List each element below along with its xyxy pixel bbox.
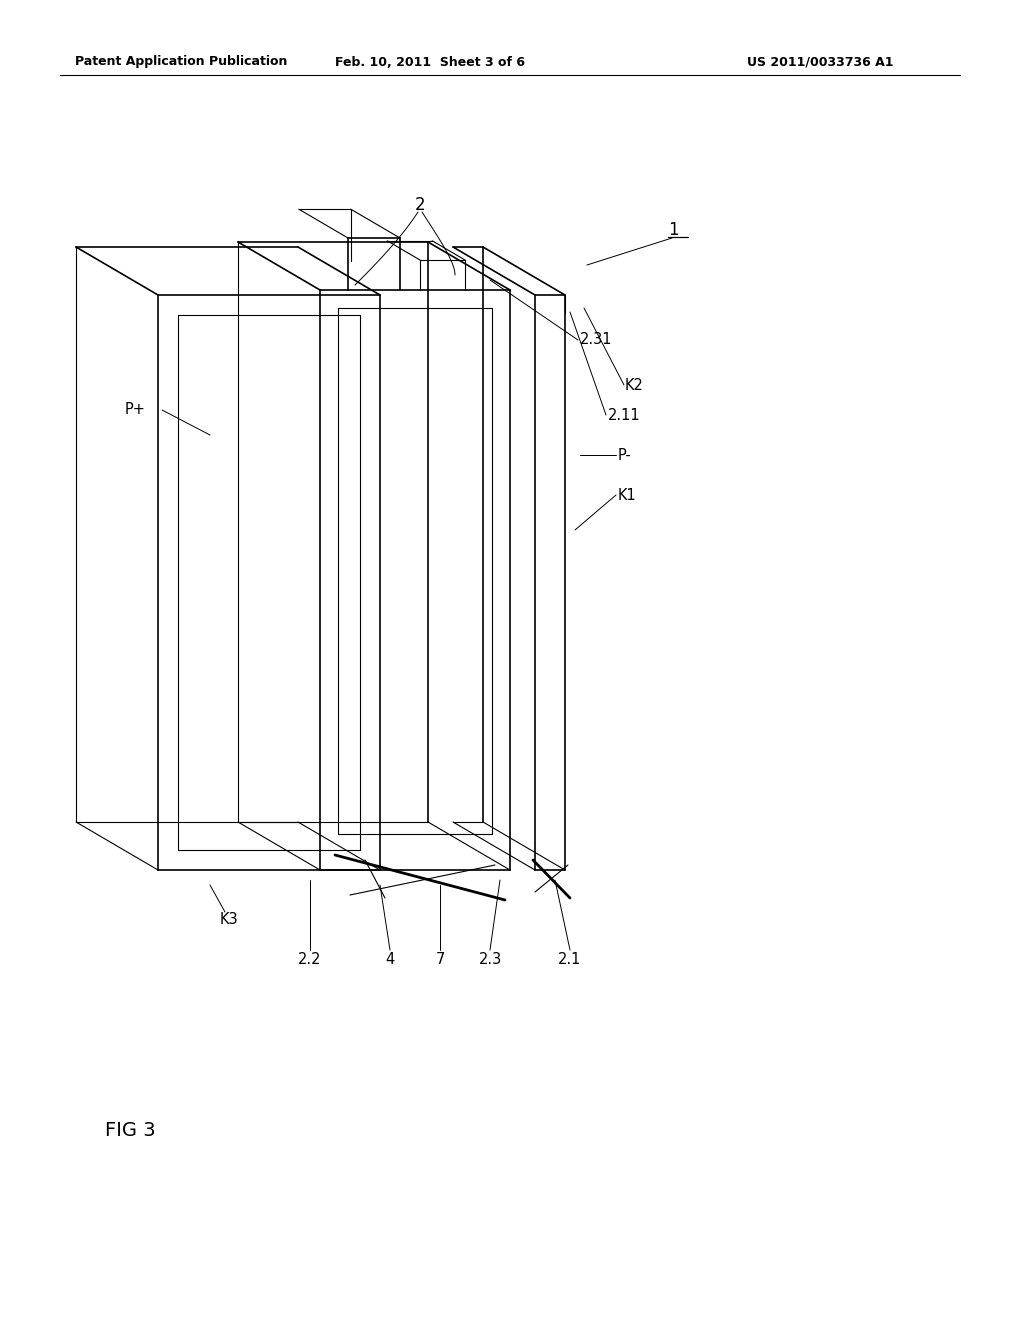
Text: K1: K1 — [618, 487, 637, 503]
Text: US 2011/0033736 A1: US 2011/0033736 A1 — [746, 55, 893, 69]
Text: 2.31: 2.31 — [580, 333, 612, 347]
Text: P+: P+ — [125, 403, 145, 417]
Text: 2.11: 2.11 — [608, 408, 641, 422]
Text: 2.3: 2.3 — [478, 953, 502, 968]
Text: K3: K3 — [220, 912, 239, 928]
Text: 2.1: 2.1 — [558, 953, 582, 968]
Text: 4: 4 — [385, 953, 394, 968]
Text: Feb. 10, 2011  Sheet 3 of 6: Feb. 10, 2011 Sheet 3 of 6 — [335, 55, 525, 69]
Text: K2: K2 — [625, 378, 644, 392]
Text: Patent Application Publication: Patent Application Publication — [75, 55, 288, 69]
Text: FIG 3: FIG 3 — [105, 1121, 156, 1139]
Text: 7: 7 — [435, 953, 444, 968]
Text: 1: 1 — [668, 220, 679, 239]
Text: P-: P- — [618, 447, 632, 462]
Text: 2.2: 2.2 — [298, 953, 322, 968]
Text: 2: 2 — [415, 195, 426, 214]
